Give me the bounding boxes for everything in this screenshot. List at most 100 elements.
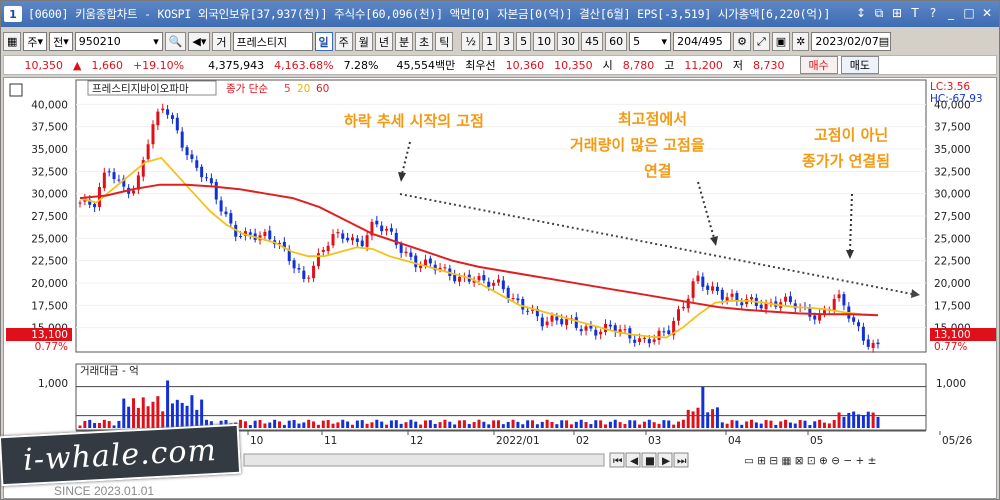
period-day[interactable]: 일 (314, 32, 333, 51)
turnover: 7.28% (343, 58, 379, 72)
candle-body (681, 306, 685, 309)
y-tick-label: 27,500 (31, 211, 68, 223)
horizontal-scrollbar[interactable] (243, 453, 605, 467)
period-second[interactable]: 초 (415, 32, 434, 51)
volume-bar (170, 403, 174, 428)
interval-10[interactable]: 10 (533, 32, 556, 51)
interval-30[interactable]: 30 (557, 32, 580, 51)
maximize-icon[interactable]: □ (963, 6, 975, 20)
scope-select[interactable]: 전 ▾ (49, 32, 73, 51)
candle-body (117, 179, 121, 181)
scroll-next-button[interactable] (657, 452, 673, 468)
candle-body (550, 315, 554, 322)
search-icon[interactable]: 🔍 (164, 32, 187, 51)
save-icon[interactable]: ▣ (771, 32, 791, 51)
interval-5[interactable]: 5 (516, 32, 532, 51)
y-tick-label: 30,000 (31, 189, 68, 201)
candle-body (170, 115, 174, 119)
chart-type-icon[interactable]: ⤢ (752, 32, 770, 51)
candle-body (423, 259, 427, 266)
interval-3[interactable]: 3 (499, 32, 515, 51)
market-select[interactable]: 주 ▾ (23, 32, 48, 51)
candle-body (857, 322, 861, 327)
candle-body (263, 231, 267, 236)
candle-body (336, 232, 340, 234)
candle-body (331, 234, 335, 246)
candle-body (195, 160, 199, 168)
interval-value: 5 (633, 35, 641, 48)
chart-pane[interactable]: 15,00017,50020,00022,50025,00027,50030,0… (3, 77, 997, 499)
link-icon[interactable]: ↕ (855, 6, 867, 20)
date-field[interactable]: 2023/02/07 ▤ (811, 32, 892, 51)
volume-bar (107, 421, 111, 428)
volume-bar (175, 399, 179, 428)
volume-bar (331, 423, 335, 428)
count-field[interactable]: 204/495 (673, 32, 732, 51)
candle-body (638, 338, 642, 343)
interval-60[interactable]: 60 (605, 32, 628, 51)
x-tick-label: 05 (810, 435, 823, 447)
volume-bar (642, 421, 646, 428)
candle-body (715, 286, 719, 292)
interval-45[interactable]: 45 (581, 32, 604, 51)
buy-button[interactable]: 매수 (799, 56, 838, 74)
volume-bar (316, 424, 320, 428)
code-input[interactable]: 950210 ▾ (74, 32, 163, 51)
chart-menu-icon[interactable] (9, 83, 23, 97)
volume-bar (720, 422, 724, 428)
speaker-icon[interactable]: ◀▾ (188, 32, 211, 51)
interval-1[interactable]: 1 (482, 32, 498, 51)
price-chart[interactable]: 15,00017,50020,00022,50025,00027,50030,0… (4, 78, 998, 500)
calendar-icon[interactable]: ▤ (878, 35, 890, 48)
gear-icon[interactable]: ✲ (792, 32, 810, 51)
interval-select[interactable]: 5 ▾ (629, 32, 672, 51)
scroll-prev-button[interactable] (625, 452, 641, 468)
window-number-badge: 1 (4, 6, 22, 22)
volume-bar (414, 421, 418, 428)
period-month[interactable]: 월 (354, 32, 373, 51)
candle-body (248, 232, 252, 235)
scroll-last-button[interactable] (673, 452, 689, 468)
minimize-icon[interactable]: _ (948, 6, 954, 20)
close-icon[interactable]: ✕ (981, 6, 993, 20)
volume-bar (584, 422, 588, 428)
window-title: [0600] 키움종합차트 - KOSPI 외국인보유[37,937(천)] 주… (28, 7, 831, 21)
period-year[interactable]: 년 (374, 32, 394, 51)
view-toggle[interactable]: 거 (212, 32, 231, 51)
scroll-stop-button[interactable] (641, 452, 657, 468)
interval-half[interactable]: ½ (461, 32, 481, 51)
grid-menu-icon[interactable]: ▦ (3, 32, 22, 51)
zoom-icons[interactable]: ▭ ⊞ ⊟ ▦ ⊠ ⊡ ⊕ ⊖ − + ± (744, 455, 876, 467)
volume-bar (550, 421, 554, 428)
sell-button[interactable]: 매도 (840, 56, 879, 74)
volume-bar (604, 424, 608, 428)
candle-body (205, 177, 209, 179)
settings-icon[interactable]: ⚙ (733, 32, 751, 51)
volume-bar (715, 407, 719, 428)
title-bar[interactable]: 1 [0600] 키움종합차트 - KOSPI 외국인보유[37,937(천)]… (1, 1, 999, 27)
volume-bar (822, 422, 826, 428)
help-icon[interactable]: ? (929, 6, 937, 20)
candle-body (346, 237, 350, 241)
candle-body (725, 297, 729, 301)
copy-icon[interactable]: ⧉ (874, 5, 884, 20)
font-icon[interactable]: T (911, 6, 919, 20)
volume-bar (861, 415, 865, 428)
scroll-first-button[interactable] (609, 452, 625, 468)
volume-bar (166, 380, 170, 428)
candle-body (239, 236, 243, 238)
period-minute[interactable]: 분 (395, 32, 414, 51)
stock-tag: 프레스티지바이오파마 (92, 83, 189, 95)
period-tick[interactable]: 틱 (435, 32, 454, 51)
candle-body (472, 280, 476, 283)
candle-body (307, 277, 311, 279)
grid-icon[interactable]: ⊞ (891, 6, 903, 20)
period-week[interactable]: 주 (334, 32, 353, 51)
candle-body (574, 317, 578, 328)
volume-bar (531, 420, 535, 428)
high-price: 11,200 (684, 58, 723, 72)
date-value: 2023/02/07 (815, 35, 879, 48)
volume-bar (83, 420, 87, 428)
volume-bar (569, 424, 573, 428)
